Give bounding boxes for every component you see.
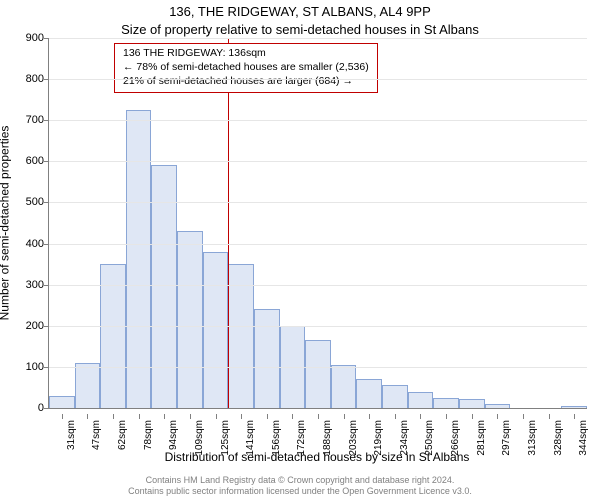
footer-line2: Contains public sector information licen…: [0, 486, 600, 497]
bar: [459, 399, 485, 408]
x-tick-label: 94sqm: [168, 420, 179, 450]
y-tick-label: 600: [14, 155, 44, 167]
gridline: [49, 285, 587, 286]
x-tick-label: 47sqm: [91, 420, 102, 450]
x-tick-mark: [292, 414, 293, 419]
gridline: [49, 202, 587, 203]
y-tick-mark: [44, 120, 49, 121]
x-tick-mark: [113, 414, 114, 419]
x-tick-mark: [241, 414, 242, 419]
x-tick-label: 78sqm: [143, 420, 154, 450]
bars-group: [49, 38, 587, 408]
x-tick-mark: [87, 414, 88, 419]
bar: [254, 309, 280, 408]
x-tick-mark: [62, 414, 63, 419]
x-tick-mark: [164, 414, 165, 419]
bar: [356, 379, 382, 408]
x-tick-mark: [395, 414, 396, 419]
x-tick-mark: [216, 414, 217, 419]
gridline: [49, 326, 587, 327]
bar: [305, 340, 331, 408]
gridline: [49, 120, 587, 121]
x-tick-mark: [446, 414, 447, 419]
bar: [382, 385, 408, 408]
gridline: [49, 38, 587, 39]
footer-credits: Contains HM Land Registry data © Crown c…: [0, 475, 600, 497]
y-tick-label: 200: [14, 320, 44, 332]
y-tick-label: 800: [14, 73, 44, 85]
bar: [433, 398, 459, 408]
y-tick-label: 700: [14, 114, 44, 126]
bar: [126, 110, 152, 408]
bar: [100, 264, 126, 408]
x-tick-mark: [497, 414, 498, 419]
bar: [228, 264, 254, 408]
x-tick-mark: [267, 414, 268, 419]
annotation-line2: ← 78% of semi-detached houses are smalle…: [123, 61, 369, 75]
y-tick-mark: [44, 285, 49, 286]
x-tick-mark: [420, 414, 421, 419]
annotation-box: 136 THE RIDGEWAY: 136sqm ← 78% of semi-d…: [114, 43, 378, 93]
annotation-line3: 21% of semi-detached houses are larger (…: [123, 75, 369, 89]
y-tick-mark: [44, 326, 49, 327]
gridline: [49, 244, 587, 245]
x-tick-mark: [318, 414, 319, 419]
y-tick-mark: [44, 367, 49, 368]
gridline: [49, 79, 587, 80]
chart-title-line2: Size of property relative to semi-detach…: [0, 22, 600, 37]
y-tick-label: 400: [14, 238, 44, 250]
x-tick-label: 31sqm: [66, 420, 77, 450]
bar: [408, 392, 434, 408]
x-tick-mark: [344, 414, 345, 419]
footer-line1: Contains HM Land Registry data © Crown c…: [0, 475, 600, 486]
x-tick-mark: [574, 414, 575, 419]
y-tick-mark: [44, 161, 49, 162]
chart-title-line1: 136, THE RIDGEWAY, ST ALBANS, AL4 9PP: [0, 4, 600, 19]
y-tick-label: 500: [14, 196, 44, 208]
y-tick-mark: [44, 408, 49, 409]
plot-area: 136 THE RIDGEWAY: 136sqm ← 78% of semi-d…: [48, 38, 587, 409]
y-tick-label: 100: [14, 361, 44, 373]
bar: [331, 365, 357, 408]
bar: [49, 396, 75, 408]
x-tick-mark: [139, 414, 140, 419]
y-tick-mark: [44, 244, 49, 245]
y-tick-mark: [44, 202, 49, 203]
bar: [561, 406, 587, 408]
x-tick-mark: [523, 414, 524, 419]
y-tick-label: 900: [14, 32, 44, 44]
annotation-line1: 136 THE RIDGEWAY: 136sqm: [123, 47, 369, 61]
bar: [203, 252, 229, 408]
x-tick-mark: [472, 414, 473, 419]
x-tick-mark: [190, 414, 191, 419]
y-axis-label: Number of semi-detached properties: [0, 38, 11, 408]
bar: [75, 363, 101, 408]
reference-line: [228, 38, 229, 408]
x-tick-label: 62sqm: [117, 420, 128, 450]
x-tick-mark: [369, 414, 370, 419]
y-tick-mark: [44, 79, 49, 80]
y-tick-mark: [44, 38, 49, 39]
gridline: [49, 161, 587, 162]
gridline: [49, 367, 587, 368]
bar: [485, 404, 511, 408]
bar: [177, 231, 203, 408]
y-tick-label: 0: [14, 402, 44, 414]
x-tick-mark: [549, 414, 550, 419]
y-tick-label: 300: [14, 279, 44, 291]
x-axis-label: Distribution of semi-detached houses by …: [48, 450, 586, 464]
